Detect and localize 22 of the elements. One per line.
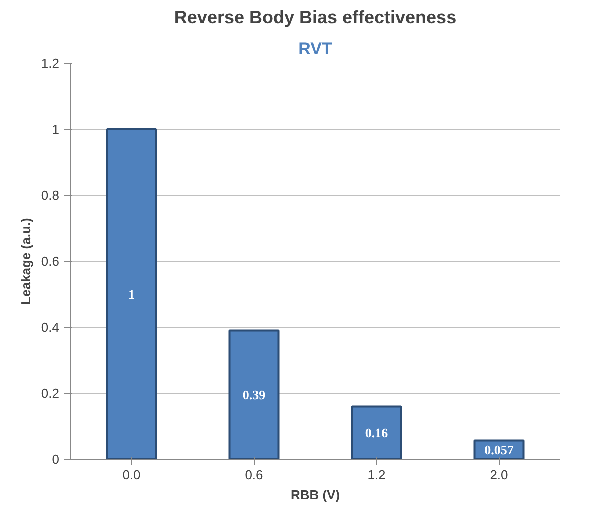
chart-title: Reverse Body Bias effectiveness (174, 8, 457, 28)
y-tick-label: 0.2 (41, 386, 60, 401)
x-tick-label: 0.0 (122, 468, 141, 482)
y-tick-label: 0.6 (41, 254, 60, 269)
y-tick-label: 1.2 (41, 56, 60, 71)
y-tick-label: 1 (52, 122, 60, 137)
data-label: 0.39 (242, 388, 266, 403)
x-tick-label: 1.2 (368, 468, 386, 482)
data-label: 0.057 (484, 442, 514, 458)
x-tick-label: 2.0 (490, 468, 508, 482)
y-axis-title: Leakage (a.u.) (18, 218, 34, 305)
bar (106, 128, 158, 460)
y-tick-label: 0 (52, 452, 60, 467)
x-tick-label: 0.6 (245, 468, 264, 482)
y-tick-label: 0.8 (41, 188, 60, 203)
bar (351, 406, 402, 460)
data-label: 0.16 (365, 426, 389, 441)
data-label: 1 (128, 287, 135, 302)
x-axis-title: RBB (V) (290, 488, 340, 502)
bar (228, 330, 280, 460)
chart-subtitle: RVT (298, 40, 333, 58)
y-tick-label: 0.4 (41, 320, 60, 335)
